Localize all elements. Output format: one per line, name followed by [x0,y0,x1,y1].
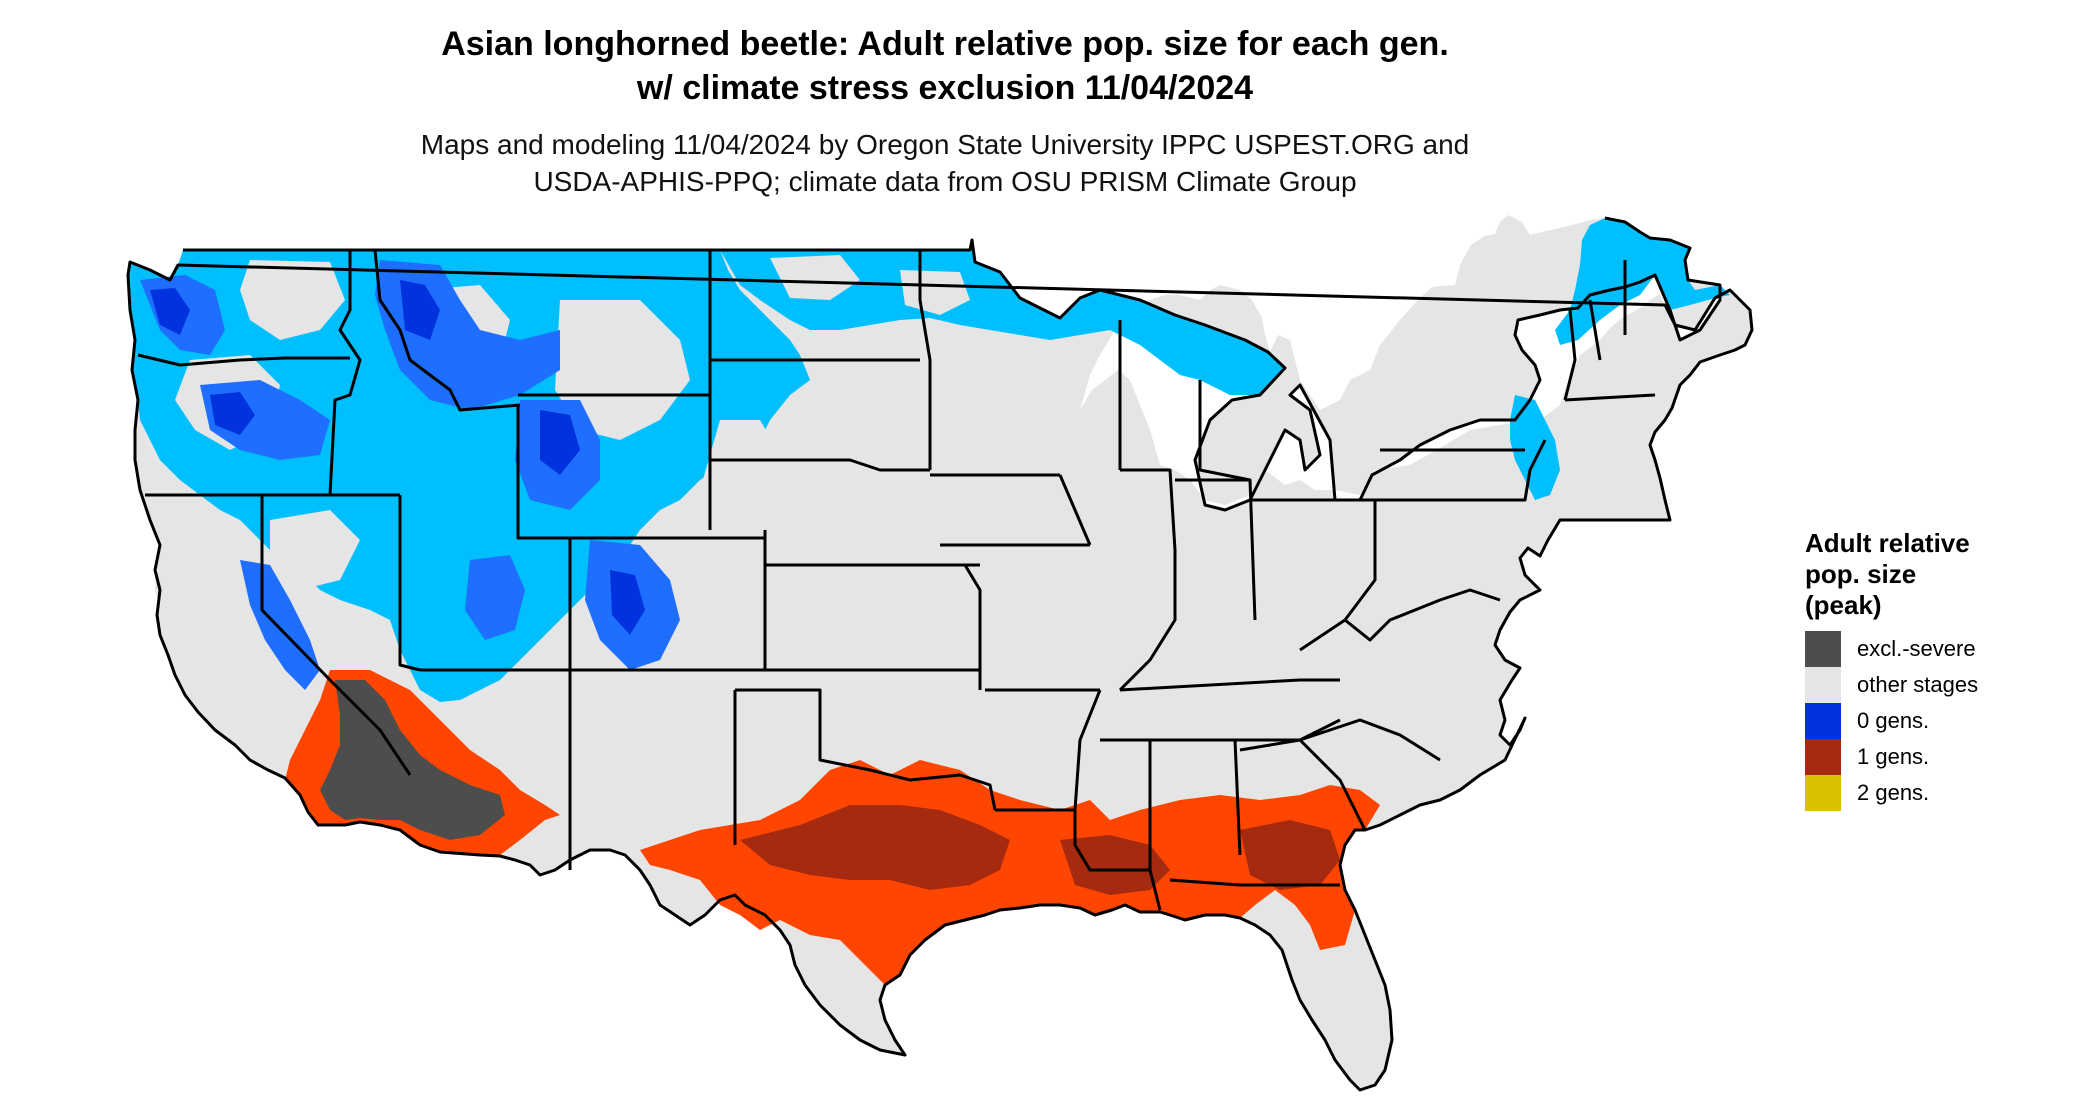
zone-dark-red-south [740,805,1010,890]
map-title-line-1: Asian longhorned beetle: Adult relative … [441,25,1449,63]
map-subtitle-line-1: Maps and modeling 11/04/2024 by Oregon S… [420,129,1470,160]
zone-clear-mn-1 [770,255,860,300]
zone-dark-blue-1 [150,288,190,335]
border-ky-tn [1119,678,1340,692]
zone-clear-west-7 [700,420,790,520]
border-oh [1250,498,1377,652]
border-wa-or [137,353,350,367]
zone-clear-west-6 [155,520,220,640]
legend-label-1-gens: 1 gens. [1857,744,1930,769]
legend-item-excl-severe: excl.-severe [1805,631,2085,667]
border-il [1058,468,1177,692]
legend-title-line-2: pop. size [1805,559,1917,589]
zone-light-blue-mn [720,240,1285,395]
zone-mid-blue-ut [465,555,525,640]
border-ga-fl [1169,878,1340,887]
legend-title: Adult relative pop. size (peak) [1805,528,2085,621]
legend-item-1-gens: 1 gens. [1805,739,2085,775]
border-wi-mi [1118,320,1251,482]
zone-dark-red-la [1060,835,1170,895]
zone-mid-blue-ca [240,560,320,690]
border-wv-va [1344,588,1501,642]
legend-title-line-1: Adult relative [1805,528,1970,558]
border-ar-east [1073,689,1150,872]
border-ks-mo [963,564,982,690]
legend-label-other-stages: other stages [1857,672,1979,697]
border-id-west [328,250,362,496]
legend-swatch-1-gens [1805,739,1841,775]
zone-dark-blue-5 [210,392,255,435]
map-subtitle-line-2: USDA-APHIS-PPQ; climate data from OSU PR… [533,166,1357,197]
legend-swatch-other-stages [1805,667,1841,703]
map-title-block: Asian longhorned beetle: Adult relative … [0,22,1890,200]
legend-swatch-excl-severe [1805,631,1841,667]
border-id-mt [373,249,521,412]
map-legend: Adult relative pop. size (peak) excl.-se… [1805,528,2085,811]
legend-item-0-gens: 0 gens. [1805,703,2085,739]
border-ut-east [516,495,572,670]
border-ca-nv [260,495,412,776]
zone-clear-mn-2 [900,270,970,315]
legend-swatch-0-gens [1805,703,1841,739]
zone-clear-west-1 [240,260,345,340]
legend-item-other-stages: other stages [1805,667,2085,703]
map-title-line-2: w/ climate stress exclusion 11/04/2024 [636,69,1254,107]
zone-excluded-southwest [320,680,505,840]
border-nc-sc [1299,718,1441,762]
border-ga-sc [1239,738,1367,831]
legend-label-excl-severe: excl.-severe [1857,636,1976,661]
state-borders [126,216,1754,1092]
legend-label-2-gens: 2 gens. [1857,780,1930,805]
border-ms-al [1148,739,1242,911]
border-nv-ut-az [398,495,421,672]
border-ok-tx [735,688,997,811]
zone-light-blue-ny [1510,395,1560,500]
border-ma [1564,393,1656,402]
zone-clear-west-5 [270,510,360,590]
border-sd-ne [710,458,930,472]
map-subtitle: Maps and modeling 11/04/2024 by Oregon S… [0,126,1890,200]
zone-dark-blue-4 [610,570,645,635]
border-pa [1375,439,1547,502]
zone-dark-red-ga [1240,820,1340,890]
zone-dark-blue-3 [540,410,580,475]
zone-dark-blue-2 [400,280,440,340]
border-vt-nh [1588,299,1602,361]
zone-clear-west-4 [555,300,690,440]
legend-label-0-gens: 0 gens. [1857,708,1930,733]
us-outline [126,216,1754,1092]
legend-item-2-gens: 2 gens. [1805,775,2085,811]
border-mn-west [918,250,932,470]
legend-swatch-2-gens [1805,775,1841,811]
border-ny-vt [1563,309,1577,401]
legend-title-line-3: (peak) [1805,590,1882,620]
